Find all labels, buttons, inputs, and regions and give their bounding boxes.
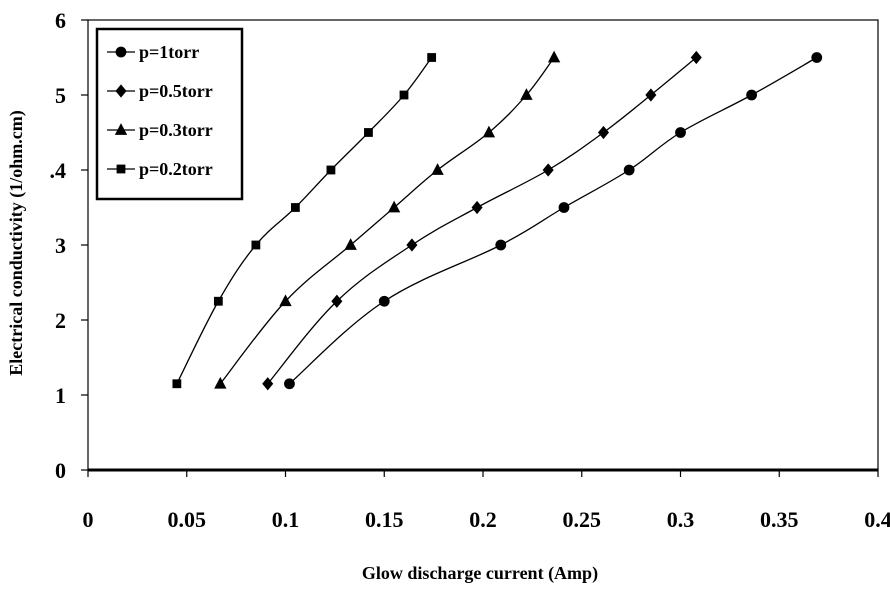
y-tick-label: 6 xyxy=(55,8,66,33)
x-tick-label: 0.05 xyxy=(168,507,207,532)
data-point xyxy=(483,127,494,138)
data-point xyxy=(327,166,335,174)
x-tick-label: 0.35 xyxy=(760,507,799,532)
series-layer xyxy=(173,52,822,390)
data-point xyxy=(691,52,701,64)
x-tick-label: 0.2 xyxy=(469,507,497,532)
legend-label: p=1torr xyxy=(139,42,199,62)
data-point xyxy=(496,240,506,250)
series-line xyxy=(220,58,554,384)
legend-marker xyxy=(117,165,125,173)
data-point xyxy=(676,128,686,138)
data-point xyxy=(812,53,822,63)
data-point xyxy=(747,90,757,100)
data-point xyxy=(543,164,553,176)
series-circle xyxy=(284,53,821,389)
data-point xyxy=(252,241,260,249)
data-point xyxy=(214,297,222,305)
data-point xyxy=(407,239,417,251)
data-point xyxy=(345,239,356,250)
data-point xyxy=(379,296,389,306)
x-tick-label: 0.15 xyxy=(365,507,404,532)
data-point xyxy=(389,202,400,213)
y-tick-label: 1 xyxy=(55,383,66,408)
data-point xyxy=(549,52,560,63)
y-tick-label: .4 xyxy=(50,158,67,183)
series-line xyxy=(289,58,816,384)
x-tick-label: 0.1 xyxy=(272,507,300,532)
series-triangle xyxy=(215,52,560,389)
legend-label: p=0.2torr xyxy=(139,159,213,179)
data-point xyxy=(364,129,372,137)
x-axis-title: Glow discharge current (Amp) xyxy=(362,563,598,584)
y-tick-label: 5 xyxy=(55,83,66,108)
legend-marker xyxy=(116,47,126,57)
data-point xyxy=(598,127,608,139)
data-point xyxy=(472,202,482,214)
legend-label: p=0.5torr xyxy=(139,81,213,101)
y-axis-title: Electrical conductivity (1/ohm.cm) xyxy=(6,110,27,375)
x-tick-label: 0 xyxy=(83,507,94,532)
y-tick-label: 3 xyxy=(55,233,66,258)
data-point xyxy=(173,380,181,388)
data-point xyxy=(432,164,443,175)
legend: p=1torr p=0.5torr p=0.3torr p=0.2torr xyxy=(97,29,242,199)
y-tick-label: 2 xyxy=(55,308,66,333)
data-point xyxy=(291,204,299,212)
legend-label: p=0.3torr xyxy=(139,120,213,140)
data-point xyxy=(624,165,634,175)
series-line xyxy=(268,58,697,384)
data-point xyxy=(559,203,569,213)
x-tick-label: 0.25 xyxy=(563,507,602,532)
data-point xyxy=(400,91,408,99)
x-tick-label: 0.4 xyxy=(864,507,890,532)
y-tick-label: 0 xyxy=(55,458,66,483)
data-point xyxy=(646,89,656,101)
data-point xyxy=(284,379,294,389)
data-point xyxy=(428,54,436,62)
series-diamond xyxy=(263,52,702,390)
x-tick-label: 0.3 xyxy=(667,507,695,532)
